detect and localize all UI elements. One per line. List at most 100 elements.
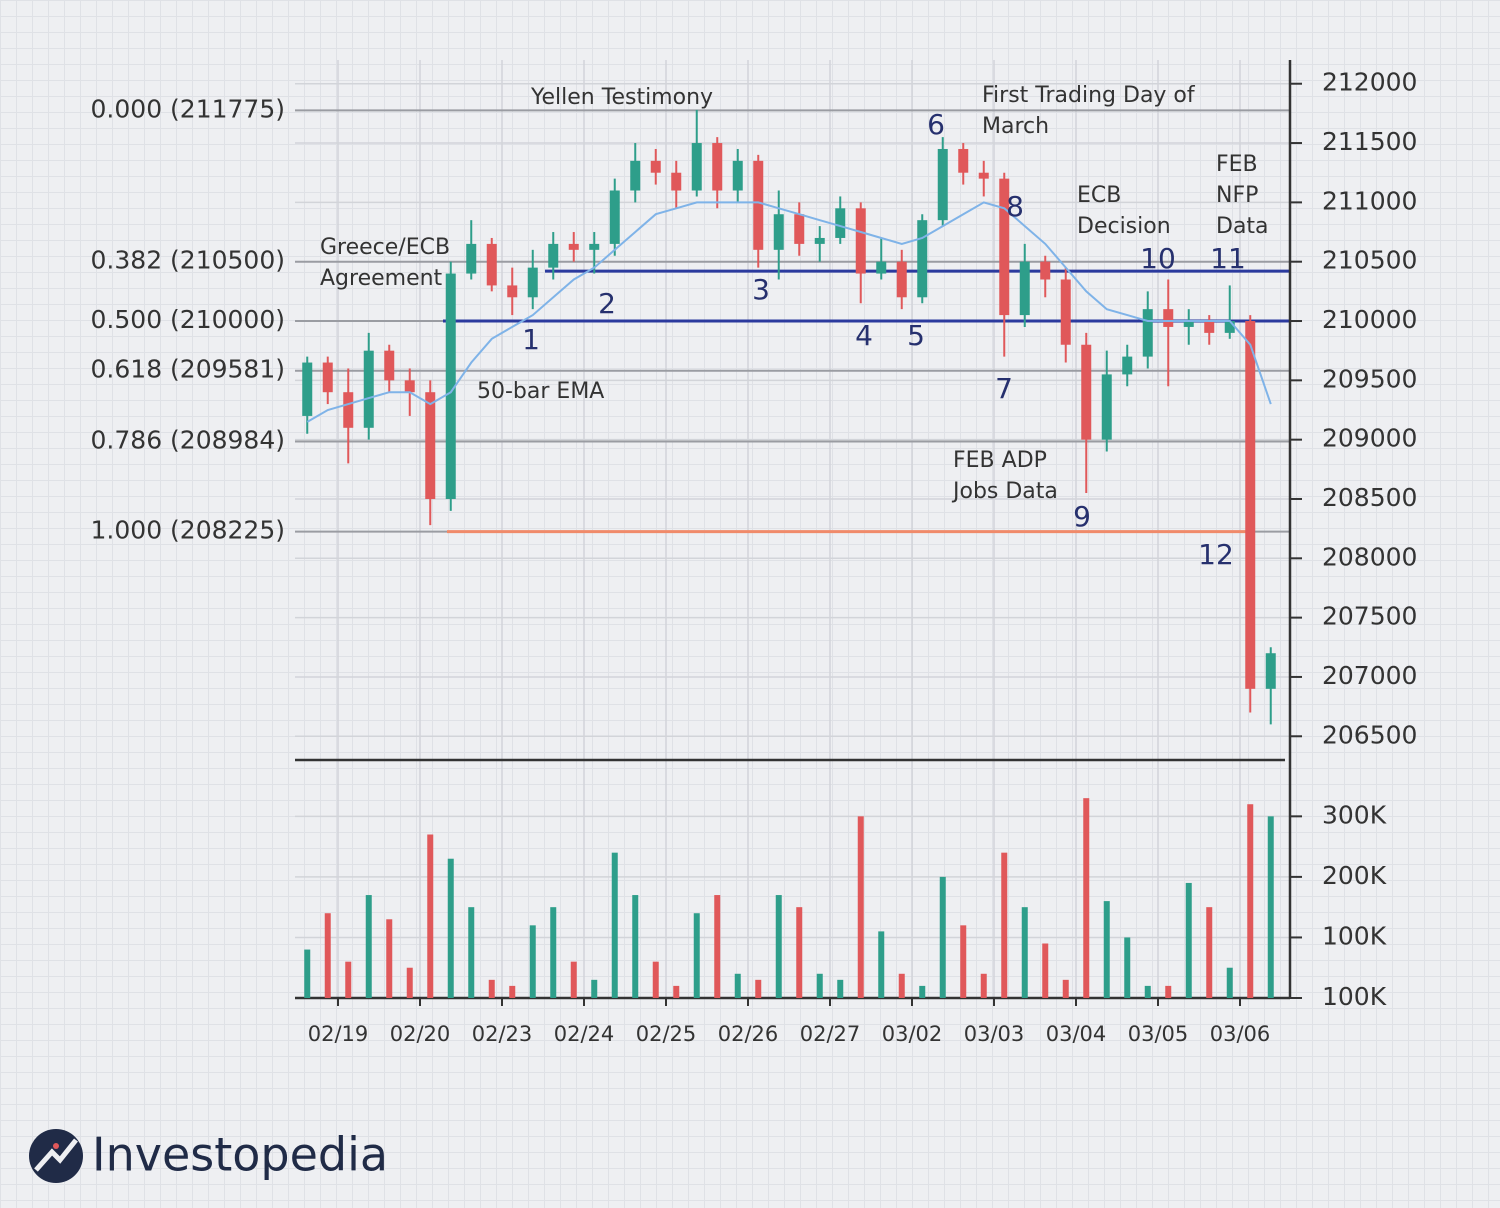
candle-body — [732, 160, 743, 191]
y-tick-label: 207000 — [1322, 661, 1417, 690]
event-marker: 1 — [522, 323, 540, 356]
annotation: NFP — [1216, 183, 1258, 208]
candle-body — [835, 208, 846, 238]
candle-body — [1060, 279, 1071, 345]
candle-body — [1204, 321, 1215, 333]
candle-body — [650, 160, 661, 173]
y-tick-label: 209000 — [1322, 424, 1417, 453]
candle-body — [486, 243, 497, 286]
volume-bar — [1001, 852, 1008, 998]
volume-bar — [1247, 804, 1254, 998]
candle-body — [1040, 261, 1051, 280]
candle-body — [855, 208, 866, 274]
annotation: FEB — [1216, 152, 1258, 177]
volume-bar — [898, 973, 905, 998]
volume-bar — [1021, 907, 1028, 998]
x-tick-label: 02/20 — [390, 1022, 451, 1046]
x-tick-label: 03/05 — [1128, 1022, 1189, 1046]
volume-bar — [1267, 816, 1274, 998]
x-tick-label: 03/03 — [964, 1022, 1025, 1046]
candle-body — [1265, 653, 1276, 689]
candle-body — [671, 172, 682, 191]
volume-tick-label: 100K — [1322, 982, 1387, 1011]
candle-body — [343, 392, 354, 428]
volume-bar — [1103, 901, 1110, 998]
y-tick-label: 212000 — [1322, 68, 1417, 97]
volume-bar — [304, 949, 311, 998]
event-marker: 4 — [855, 319, 873, 352]
annotation: March — [982, 114, 1049, 139]
event-marker: 3 — [752, 273, 770, 306]
volume-bar — [837, 979, 844, 998]
event-marker: 6 — [927, 108, 945, 141]
candle-body — [568, 243, 579, 250]
annotation: Greece/ECB — [320, 235, 450, 260]
volume-bar — [816, 973, 823, 998]
candle-body — [1224, 321, 1235, 333]
volume-bar — [734, 973, 741, 998]
candle-body — [1101, 374, 1112, 440]
candle-body — [978, 172, 989, 179]
y-tick-label: 211000 — [1322, 186, 1417, 215]
candle-body — [466, 243, 477, 274]
candle-body — [917, 220, 928, 298]
candle-body — [937, 148, 948, 221]
brand: Investopedia — [92, 1128, 388, 1182]
candle-body — [1245, 321, 1256, 689]
volume-bar — [550, 907, 557, 998]
candle-body — [507, 285, 518, 298]
volume-bar — [919, 985, 926, 998]
volume-bar — [1062, 979, 1069, 998]
x-tick-label: 02/26 — [718, 1022, 779, 1046]
x-tick-label: 02/25 — [636, 1022, 697, 1046]
event-marker: 7 — [995, 372, 1013, 405]
fib-label: 0.500 (210000) — [91, 305, 285, 334]
volume-tick-label: 100K — [1322, 921, 1387, 950]
candle-body — [1081, 344, 1092, 440]
volume-bar — [1144, 985, 1151, 998]
volume-bar — [468, 907, 475, 998]
event-marker: 11 — [1210, 242, 1246, 275]
annotation: Jobs Data — [951, 479, 1058, 504]
fib-label: 0.786 (208984) — [91, 426, 285, 455]
y-tick-label: 208000 — [1322, 542, 1417, 571]
y-tick-label: 211500 — [1322, 127, 1417, 156]
volume-bar — [1042, 943, 1049, 998]
candle-body — [753, 160, 764, 250]
y-tick-label: 207500 — [1322, 602, 1417, 631]
event-marker: 2 — [598, 287, 616, 320]
volume-bar — [1226, 967, 1233, 998]
x-tick-label: 03/04 — [1046, 1022, 1107, 1046]
volume-bar — [406, 967, 413, 998]
x-tick-label: 03/02 — [882, 1022, 943, 1046]
candle-body — [445, 273, 456, 499]
candle-body — [322, 362, 333, 393]
candle-body — [527, 267, 538, 298]
volume-bar — [570, 961, 577, 998]
candle-body — [1183, 321, 1194, 327]
event-marker: 8 — [1006, 190, 1024, 223]
volume-bar — [509, 985, 516, 998]
candle-body — [1142, 309, 1153, 357]
volume-bar — [1083, 798, 1090, 998]
event-marker: 9 — [1073, 500, 1091, 533]
volume-bar — [673, 985, 680, 998]
candle-body — [404, 380, 415, 393]
volume-bar — [939, 876, 946, 998]
volume-bar — [1206, 907, 1213, 998]
candle-body — [363, 350, 374, 428]
ema-line — [306, 201, 1272, 423]
volume-bar — [1185, 882, 1192, 998]
x-tick-label: 03/06 — [1210, 1022, 1271, 1046]
annotation: ECB — [1077, 183, 1121, 208]
event-marker: 10 — [1140, 242, 1176, 275]
fib-label: 0.382 (210500) — [91, 246, 285, 275]
y-tick-label: 210000 — [1322, 305, 1417, 334]
x-tick-label: 02/23 — [472, 1022, 533, 1046]
annotation: Yellen Testimony — [530, 85, 713, 110]
candle-body — [691, 143, 702, 191]
candle-body — [794, 214, 805, 244]
annotation: First Trading Day of — [982, 83, 1196, 108]
annotation: Decision — [1077, 214, 1171, 239]
